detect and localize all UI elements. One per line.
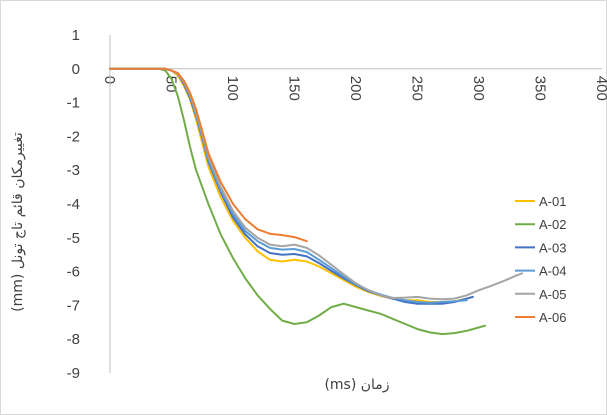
y-tick-label: -7 bbox=[67, 297, 80, 314]
y-axis-ticks: 1 0 -1 -2 -3 -4 -5 -6 -7 -8 -9 bbox=[67, 27, 80, 382]
y-tick-label: -5 bbox=[67, 230, 80, 247]
x-tick-label: 100 bbox=[224, 76, 241, 101]
y-axis-title: تغییرمکان قائم تاج تونل (mm) bbox=[10, 132, 26, 312]
series-line-a-01 bbox=[109, 67, 468, 303]
y-tick-label: -4 bbox=[67, 196, 80, 213]
y-tick-label: -9 bbox=[67, 365, 80, 382]
legend-label: A-05 bbox=[539, 287, 566, 302]
y-tick-label: 0 bbox=[72, 61, 80, 78]
series-line-a-03 bbox=[109, 67, 474, 305]
legend-label: A-02 bbox=[539, 217, 566, 232]
series-line-a-06 bbox=[109, 67, 308, 243]
legend-label: A-06 bbox=[539, 310, 566, 325]
series-lines bbox=[109, 67, 523, 336]
x-tick-label: 350 bbox=[532, 76, 549, 101]
y-tick-label: -6 bbox=[67, 264, 80, 281]
series-line-a-02 bbox=[109, 67, 487, 336]
legend-label: A-04 bbox=[539, 264, 566, 279]
x-axis-title: زمان (ms) bbox=[324, 377, 389, 393]
y-tick-label: -1 bbox=[67, 95, 80, 112]
y-tick-label: -3 bbox=[67, 162, 80, 179]
x-tick-label: 300 bbox=[470, 76, 487, 101]
x-tick-label: 250 bbox=[409, 76, 426, 101]
legend-label: A-03 bbox=[539, 240, 566, 255]
legend-label: A-01 bbox=[539, 194, 566, 209]
x-tick-label: 400 bbox=[593, 76, 607, 101]
y-tick-label: 1 bbox=[72, 27, 80, 44]
legend: A-01 A-02 A-03 A-04 A-05 A-06 bbox=[515, 194, 566, 325]
y-tick-label: -8 bbox=[67, 331, 80, 348]
x-tick-label: 150 bbox=[286, 76, 303, 101]
series-line-a-04 bbox=[109, 67, 468, 304]
x-axis-ticks: 050100150200250300350400 bbox=[101, 76, 607, 101]
y-tick-label: -2 bbox=[67, 128, 80, 145]
x-tick-label: 200 bbox=[347, 76, 364, 101]
